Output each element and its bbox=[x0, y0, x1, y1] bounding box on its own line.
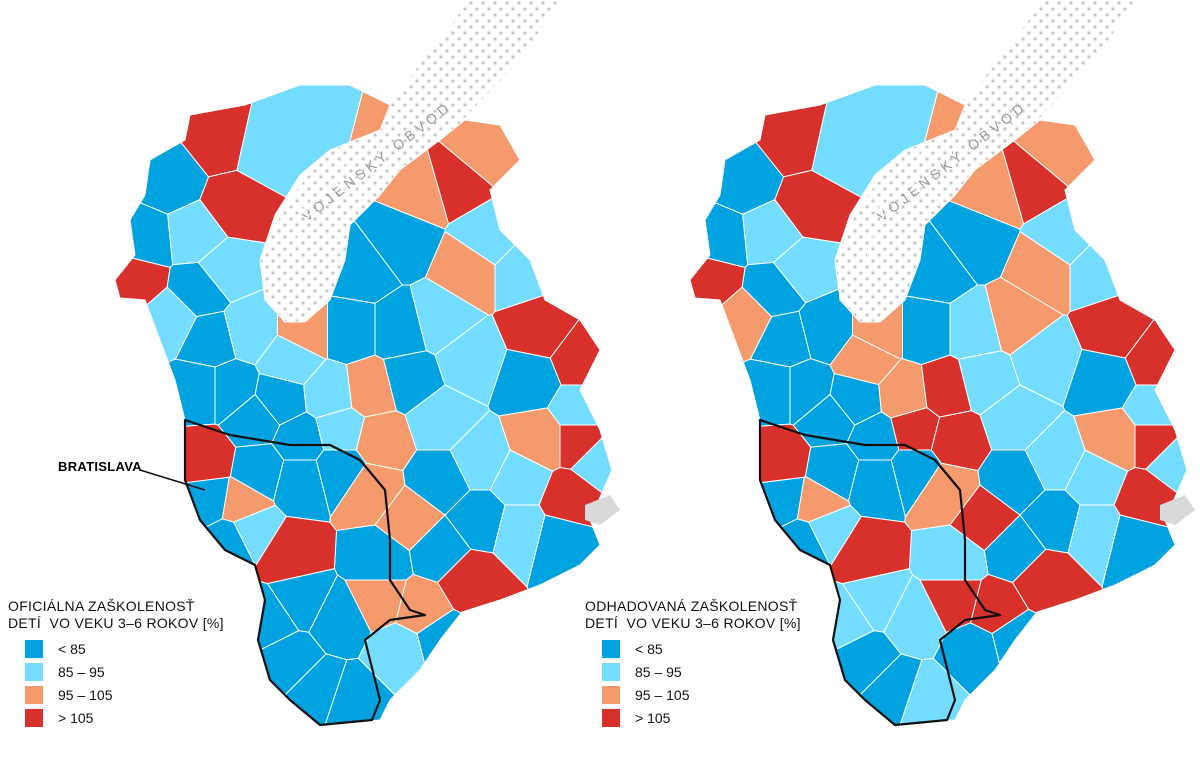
legend-item-gt105: > 105 bbox=[602, 706, 801, 729]
region bbox=[811, 84, 939, 212]
region bbox=[167, 358, 216, 427]
region bbox=[804, 443, 860, 502]
legend-item-lt85: < 85 bbox=[25, 637, 224, 660]
legend-item-gt105: > 105 bbox=[25, 706, 224, 729]
region bbox=[902, 295, 951, 366]
legend-title: ODHADOVANÁ ZAŠKOLENOSŤ DETÍ VO VEKU 3–6 … bbox=[585, 598, 801, 631]
map-official: VOJENSKÝ OBVOD bbox=[114, 0, 620, 727]
legend-label: > 105 bbox=[635, 709, 671, 726]
bratislava-border bbox=[758, 418, 1002, 727]
legend-item-85-95: 85 – 95 bbox=[25, 660, 224, 683]
region bbox=[991, 608, 1037, 665]
legend-swatch bbox=[25, 685, 43, 704]
legend-label: < 85 bbox=[635, 640, 663, 657]
legend-item-85-95: 85 – 95 bbox=[602, 660, 801, 683]
legend-swatch bbox=[602, 685, 620, 704]
bratislava-border bbox=[183, 418, 427, 727]
region bbox=[292, 210, 404, 304]
region bbox=[327, 295, 376, 366]
bratislava-label: BRATISLAVA bbox=[58, 459, 142, 474]
legend-swatch bbox=[602, 639, 620, 658]
region bbox=[526, 514, 601, 591]
legend-swatch bbox=[25, 662, 43, 681]
legend-label: 95 – 105 bbox=[635, 686, 690, 703]
region bbox=[1101, 514, 1176, 591]
legend-item-95-105: 95 – 105 bbox=[602, 683, 801, 706]
legend-label: 85 – 95 bbox=[58, 663, 105, 680]
bratislava-pointer bbox=[139, 469, 206, 491]
no-data-region bbox=[1160, 495, 1195, 525]
legend-estimated: ODHADOVANÁ ZAŠKOLENOSŤ DETÍ VO VEKU 3–6 … bbox=[585, 598, 801, 729]
legend-label: 95 – 105 bbox=[58, 686, 113, 703]
legend-item-lt85: < 85 bbox=[602, 637, 801, 660]
legend-swatch bbox=[602, 662, 620, 681]
legend-title: OFICIÁLNA ZAŠKOLENOSŤ DETÍ VO VEKU 3–6 R… bbox=[8, 598, 224, 631]
no-data-region bbox=[585, 495, 620, 525]
region bbox=[867, 210, 979, 304]
legend-swatch bbox=[602, 708, 620, 727]
region bbox=[437, 119, 521, 188]
region bbox=[229, 443, 285, 502]
legend-item-95-105: 95 – 105 bbox=[25, 683, 224, 706]
region bbox=[1012, 119, 1096, 188]
legend-label: < 85 bbox=[58, 640, 86, 657]
region bbox=[742, 358, 791, 427]
legend-official: OFICIÁLNA ZAŠKOLENOSŤ DETÍ VO VEKU 3–6 R… bbox=[8, 598, 224, 729]
region bbox=[416, 608, 462, 665]
legend-swatch bbox=[25, 639, 43, 658]
legend-label: > 105 bbox=[58, 709, 94, 726]
legend-swatch bbox=[25, 708, 43, 727]
map-estimated: VOJENSKÝ OBVOD bbox=[689, 0, 1195, 727]
region bbox=[236, 84, 364, 212]
legend-label: 85 – 95 bbox=[635, 663, 682, 680]
